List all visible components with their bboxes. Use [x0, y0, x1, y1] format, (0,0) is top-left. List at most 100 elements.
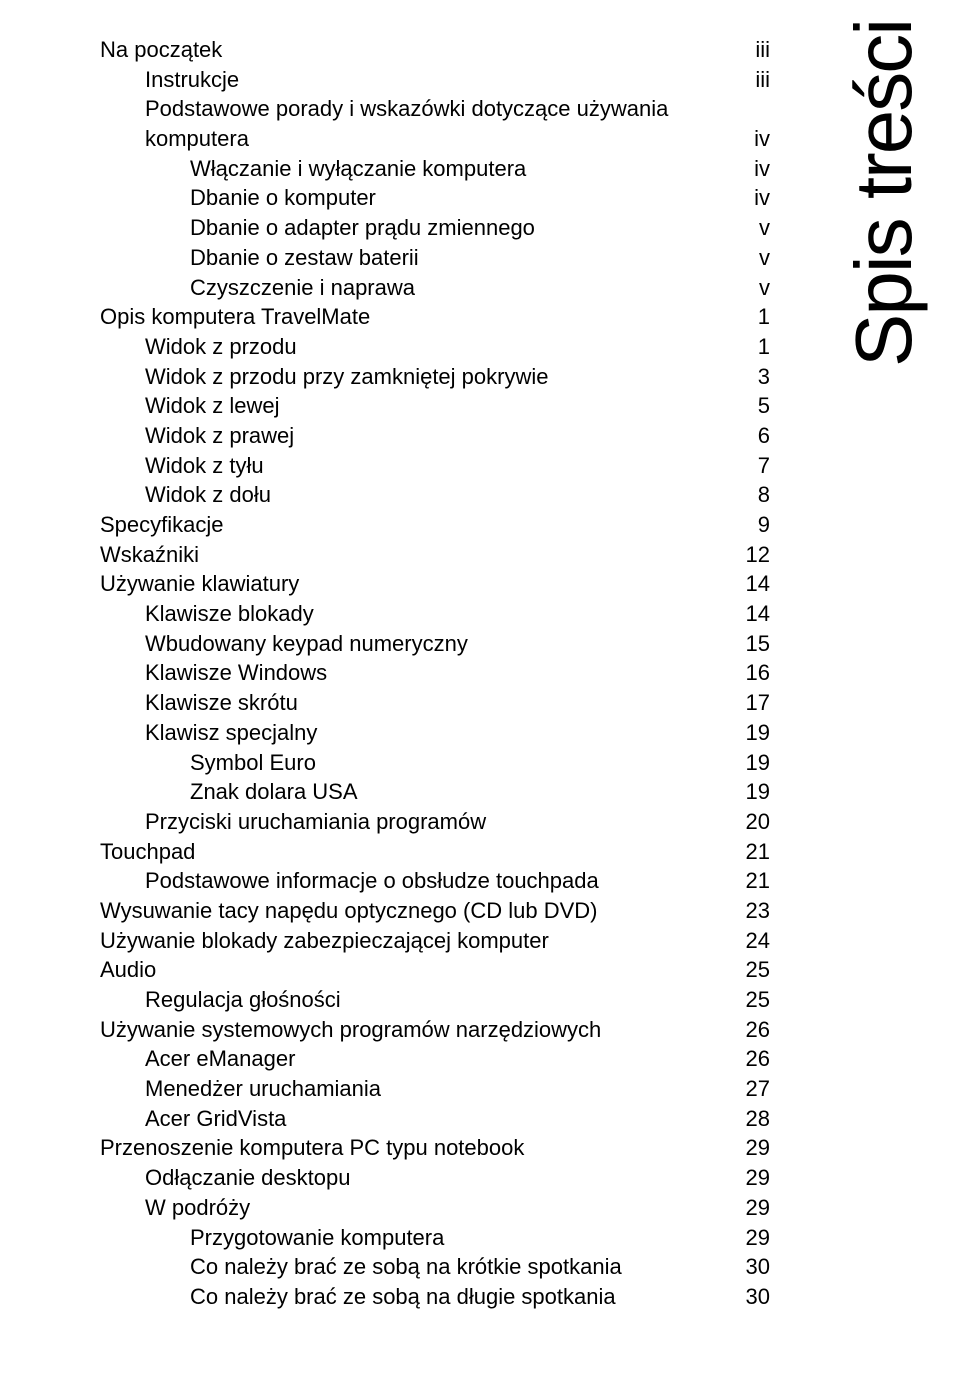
toc-label: Podstawowe informacje o obsłudze touchpa… — [100, 866, 728, 896]
toc-row: Klawisze skrótu17 — [100, 688, 770, 718]
toc-page-number: 26 — [728, 1044, 770, 1074]
toc-row: Włączanie i wyłączanie komputeraiv — [100, 154, 770, 184]
toc-label: Regulacja głośności — [100, 985, 728, 1015]
toc-row: Regulacja głośności25 — [100, 985, 770, 1015]
toc-label: Klawisz specjalny — [100, 718, 728, 748]
toc-label: Na początek — [100, 35, 737, 65]
toc-row: komputeraiv — [100, 124, 770, 154]
toc-page-number: 28 — [728, 1104, 770, 1134]
toc-row: Na początekiii — [100, 35, 770, 65]
toc-label: Przenoszenie komputera PC typu notebook — [100, 1133, 728, 1163]
toc-row: Widok z dołu8 — [100, 480, 770, 510]
toc-row: Używanie blokady zabezpieczającej komput… — [100, 926, 770, 956]
toc-page-number: 8 — [740, 480, 770, 510]
toc-label: Klawisze Windows — [100, 658, 728, 688]
toc-row: Podstawowe porady i wskazówki dotyczące … — [100, 94, 770, 124]
toc-label: Klawisze blokady — [100, 599, 728, 629]
toc-page-number: 14 — [728, 569, 770, 599]
toc-page-number: iii — [737, 65, 770, 95]
toc-page-number: 15 — [728, 629, 770, 659]
toc-page-number: 20 — [728, 807, 770, 837]
toc-row: Odłączanie desktopu29 — [100, 1163, 770, 1193]
toc-label: Widok z przodu — [100, 332, 740, 362]
toc-row: Dbanie o komputeriv — [100, 183, 770, 213]
toc-page-number: 19 — [728, 748, 770, 778]
toc-page-number: 30 — [728, 1252, 770, 1282]
toc-page-number: 27 — [728, 1074, 770, 1104]
toc-row: Dbanie o zestaw bateriiv — [100, 243, 770, 273]
toc-label: komputera — [100, 124, 736, 154]
side-title: Spis treści — [838, 20, 930, 367]
toc-page-number: 25 — [728, 985, 770, 1015]
toc-page-number: 17 — [728, 688, 770, 718]
toc-label: Przygotowanie komputera — [100, 1223, 728, 1253]
toc-label: Używanie systemowych programów narzędzio… — [100, 1015, 728, 1045]
toc-row: Acer eManager26 — [100, 1044, 770, 1074]
toc-row: Widok z lewej5 — [100, 391, 770, 421]
toc-row: Klawisze Windows16 — [100, 658, 770, 688]
toc-label: Przyciski uruchamiania programów — [100, 807, 728, 837]
toc-label: Menedżer uruchamiania — [100, 1074, 728, 1104]
toc-page-number: iv — [736, 154, 770, 184]
toc-label: Czyszczenie i naprawa — [100, 273, 741, 303]
toc-label: Dbanie o zestaw baterii — [100, 243, 741, 273]
toc-page-number: 12 — [728, 540, 770, 570]
toc-page-number: 29 — [728, 1223, 770, 1253]
toc-page-number: 19 — [728, 777, 770, 807]
toc-row: Dbanie o adapter prądu zmiennegov — [100, 213, 770, 243]
toc-label: Acer GridVista — [100, 1104, 728, 1134]
toc-row: Używanie systemowych programów narzędzio… — [100, 1015, 770, 1045]
toc-page-number: 6 — [740, 421, 770, 451]
toc-page-number: v — [741, 213, 770, 243]
toc-row: W podróży29 — [100, 1193, 770, 1223]
toc-label: Widok z tyłu — [100, 451, 740, 481]
toc-row: Symbol Euro19 — [100, 748, 770, 778]
toc-label: Opis komputera TravelMate — [100, 302, 740, 332]
toc-label: Audio — [100, 955, 728, 985]
toc-row: Wskaźniki12 — [100, 540, 770, 570]
toc-row: Audio25 — [100, 955, 770, 985]
toc-row: Widok z przodu1 — [100, 332, 770, 362]
toc-label: Odłączanie desktopu — [100, 1163, 728, 1193]
toc-page-number: 30 — [728, 1282, 770, 1312]
toc-page-number: 1 — [740, 332, 770, 362]
toc-row: Przenoszenie komputera PC typu notebook2… — [100, 1133, 770, 1163]
toc-row: Klawisze blokady14 — [100, 599, 770, 629]
toc-label: Włączanie i wyłączanie komputera — [100, 154, 736, 184]
toc-label: Wskaźniki — [100, 540, 728, 570]
toc-row: Klawisz specjalny19 — [100, 718, 770, 748]
toc-row: Podstawowe informacje o obsłudze touchpa… — [100, 866, 770, 896]
toc-label: Podstawowe porady i wskazówki dotyczące … — [100, 94, 752, 124]
toc-page-number: 1 — [740, 302, 770, 332]
toc-label: Co należy brać ze sobą na krótkie spotka… — [100, 1252, 728, 1282]
toc-label: Acer eManager — [100, 1044, 728, 1074]
toc-label: Co należy brać ze sobą na długie spotkan… — [100, 1282, 728, 1312]
toc-label: Znak dolara USA — [100, 777, 728, 807]
toc-row: Wysuwanie tacy napędu optycznego (CD lub… — [100, 896, 770, 926]
toc-row: Specyfikacje9 — [100, 510, 770, 540]
toc-row: Menedżer uruchamiania27 — [100, 1074, 770, 1104]
toc-label: Dbanie o adapter prądu zmiennego — [100, 213, 741, 243]
toc-label: Używanie klawiatury — [100, 569, 728, 599]
toc-page-number: 7 — [740, 451, 770, 481]
toc-page-number: 29 — [728, 1163, 770, 1193]
toc-row: Opis komputera TravelMate1 — [100, 302, 770, 332]
toc-label: Używanie blokady zabezpieczającej komput… — [100, 926, 728, 956]
toc-page-number: 3 — [740, 362, 770, 392]
toc-row: Co należy brać ze sobą na krótkie spotka… — [100, 1252, 770, 1282]
toc-label: Widok z lewej — [100, 391, 740, 421]
toc-label: Dbanie o komputer — [100, 183, 736, 213]
toc-label: Widok z dołu — [100, 480, 740, 510]
toc-page: Spis treści Na początekiiiInstrukcjeiiiP… — [0, 0, 960, 1352]
toc-page-number: 16 — [728, 658, 770, 688]
toc-row: Acer GridVista28 — [100, 1104, 770, 1134]
toc-row: Przyciski uruchamiania programów20 — [100, 807, 770, 837]
toc-page-number: iii — [737, 35, 770, 65]
toc-page-number: 5 — [740, 391, 770, 421]
toc-row: Znak dolara USA19 — [100, 777, 770, 807]
toc-page-number: iv — [736, 183, 770, 213]
toc-page-number: v — [741, 273, 770, 303]
toc-row: Widok z tyłu7 — [100, 451, 770, 481]
toc-page-number: 14 — [728, 599, 770, 629]
toc-label: Widok z przodu przy zamkniętej pokrywie — [100, 362, 740, 392]
